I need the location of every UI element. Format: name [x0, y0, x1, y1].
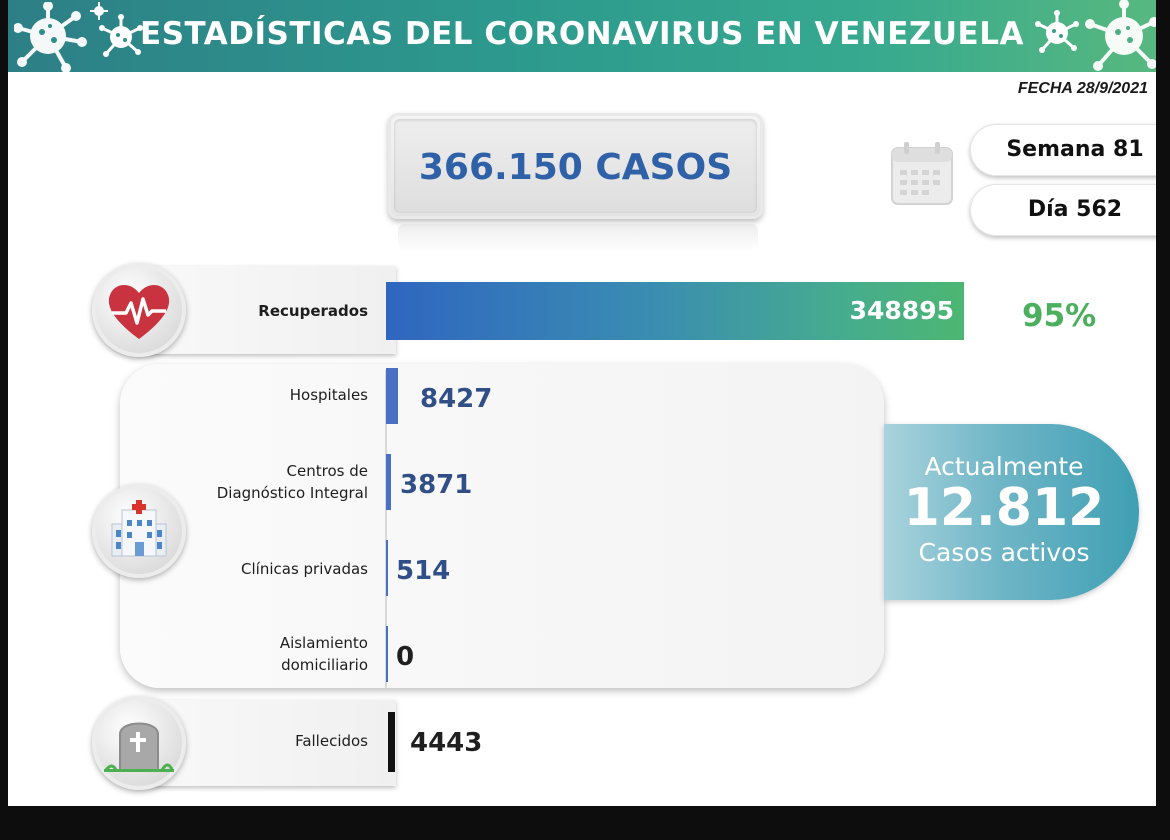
virus-icon: [90, 2, 108, 20]
week-counter: Semana 81: [970, 124, 1156, 176]
virus-icon: [1035, 10, 1079, 53]
active-cases-bubble: [884, 424, 1139, 600]
care-value-hospitals: 8427: [420, 384, 493, 414]
recovered-percent: 95%: [1022, 298, 1097, 334]
gravestone-icon: [104, 722, 174, 772]
care-value-private-clinics: 514: [396, 556, 451, 586]
total-cases-box: 366.150 CASOS: [388, 113, 763, 219]
screen-frame-bottom: [0, 806, 1170, 840]
screen-frame-left: [0, 0, 8, 840]
active-cases-caption-top: Actualmente: [924, 452, 1084, 481]
recovered-icon-circle: [92, 263, 186, 357]
care-value-home-isolation: 0: [396, 642, 415, 672]
care-bar-home-isolation: [386, 626, 388, 682]
total-cases-reflection: [398, 224, 758, 252]
infographic-page: ESTADÍSTICAS DEL CORONAVIRUS EN VENEZUEL…: [8, 0, 1156, 806]
deaths-bar: [388, 712, 395, 772]
care-facilities-card: [120, 364, 884, 688]
care-label-private-clinics: Clínicas privadas: [241, 560, 368, 578]
calendar-icon: [891, 142, 953, 205]
deaths-label: Fallecidos: [295, 732, 368, 750]
care-label-home-isolation: Aislamiento domiciliario: [279, 634, 368, 674]
page-title: ESTADÍSTICAS DEL CORONAVIRUS EN VENEZUEL…: [140, 16, 1024, 52]
care-axis-line: [385, 370, 387, 688]
heart-pulse-icon: [108, 284, 170, 339]
care-label-cdi: Centros de Diagnóstico Integral: [216, 462, 368, 502]
care-bar-cdi: [386, 454, 391, 510]
care-bar-private-clinics: [386, 540, 388, 596]
active-cases-number: 12.812: [903, 478, 1105, 538]
care-bar-hospitals: [386, 368, 398, 424]
recovered-label: Recuperados: [258, 302, 368, 320]
hospital-icon: [111, 500, 167, 557]
day-counter: Día 562: [970, 184, 1156, 236]
header-banner: ESTADÍSTICAS DEL CORONAVIRUS EN VENEZUEL…: [8, 0, 1156, 72]
care-icon-circle: [92, 484, 186, 578]
deaths-value: 4443: [410, 728, 483, 758]
total-cases: 366.150 CASOS: [418, 147, 733, 188]
report-date: FECHA 28/9/2021: [1017, 80, 1148, 97]
screen-frame-right: [1156, 0, 1170, 840]
recovered-bar: [386, 282, 964, 340]
virus-icon: [99, 14, 143, 57]
care-label-hospitals: Hospitales: [289, 386, 368, 404]
virus-icon: [14, 2, 87, 72]
recovered-value: 348895: [849, 296, 954, 325]
virus-icon: [1085, 0, 1156, 71]
deaths-icon-circle: [92, 696, 186, 790]
care-value-cdi: 3871: [400, 470, 473, 500]
active-cases-caption-bottom: Casos activos: [918, 538, 1090, 567]
